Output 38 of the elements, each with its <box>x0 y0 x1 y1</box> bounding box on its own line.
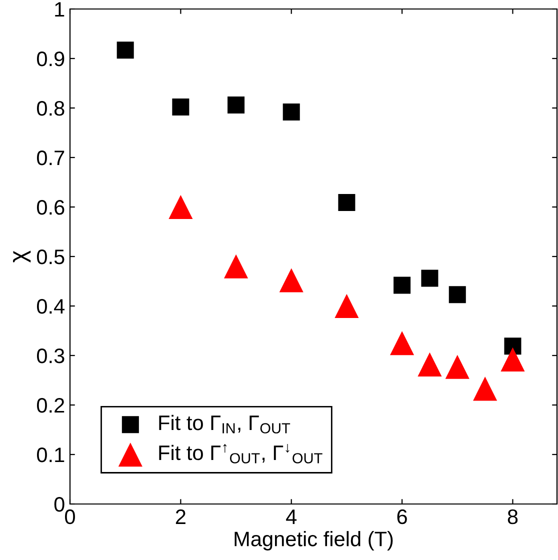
point <box>116 42 134 59</box>
point <box>282 103 300 120</box>
point <box>445 354 470 379</box>
y-tick-label: 0.1 <box>36 448 64 462</box>
y-tick-label: 1 <box>55 2 64 17</box>
y-tick-label: 0.4 <box>36 299 65 314</box>
y-tick-label: 0.9 <box>36 52 64 66</box>
point <box>390 331 414 356</box>
point <box>228 96 245 114</box>
legend-label: Fit to Γ$^{↑}$$_{OUT}$, Γ$^{↓}$$_{OUT}$ <box>159 444 322 464</box>
point <box>279 268 304 292</box>
x-tick-label: 4 <box>286 510 297 524</box>
x-axis-title: Magnetic field (T) <box>234 531 393 550</box>
point <box>448 286 466 304</box>
y-tick-label: 0.7 <box>36 150 64 166</box>
y-tick-label: 0.3 <box>36 348 64 364</box>
point <box>504 338 522 355</box>
legend-label: Fit to Γ$_{IN}$, Γ$_{OUT}$ <box>159 414 290 434</box>
x-tick-label: 6 <box>397 509 407 524</box>
point <box>394 276 411 294</box>
x-tick-label: 0 <box>65 509 75 524</box>
y-tick-label: 0.6 <box>36 200 64 215</box>
y-tick-label: 0.8 <box>36 101 64 116</box>
y-tick-label: 0.5 <box>36 250 64 264</box>
point <box>338 194 356 212</box>
point <box>473 376 498 401</box>
point <box>500 347 525 372</box>
point <box>168 194 193 220</box>
y-tick-label: 0.2 <box>36 398 64 413</box>
point <box>224 254 248 278</box>
point <box>334 294 359 318</box>
y-axis-title: χ <box>13 250 31 262</box>
x-tick-label: 8 <box>508 509 518 524</box>
y-tick-label: 0 <box>54 497 64 512</box>
x-tick-label: 2 <box>176 509 186 524</box>
point <box>418 352 442 376</box>
point <box>421 270 438 287</box>
point <box>172 98 190 116</box>
